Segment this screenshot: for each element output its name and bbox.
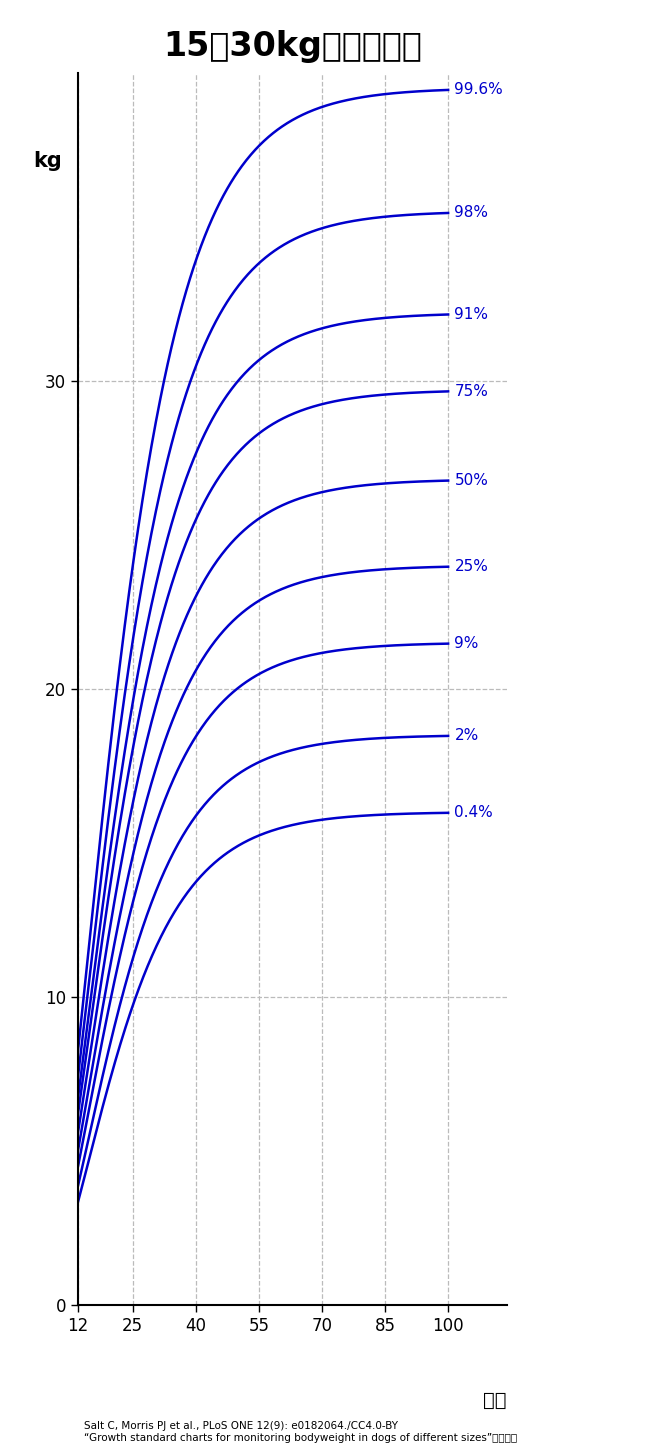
Text: 98%: 98% [454,206,488,220]
Text: 99.6%: 99.6% [454,83,503,97]
Text: Salt C, Morris PJ et al., PLoS ONE 12(9): e0182064./CC4.0-BY
“Growth standard ch: Salt C, Morris PJ et al., PLoS ONE 12(9)… [84,1421,517,1443]
Y-axis label: kg: kg [34,151,62,171]
Text: 2%: 2% [454,728,478,744]
Title: 15～30kg未満・オス: 15～30kg未満・オス [163,30,422,62]
Text: 75%: 75% [454,384,488,399]
Text: 50%: 50% [454,473,488,489]
Text: 91%: 91% [454,307,488,322]
Text: 週齢: 週齢 [484,1392,507,1411]
Text: 25%: 25% [454,560,488,574]
Text: 9%: 9% [454,637,479,651]
Text: 0.4%: 0.4% [454,805,493,821]
